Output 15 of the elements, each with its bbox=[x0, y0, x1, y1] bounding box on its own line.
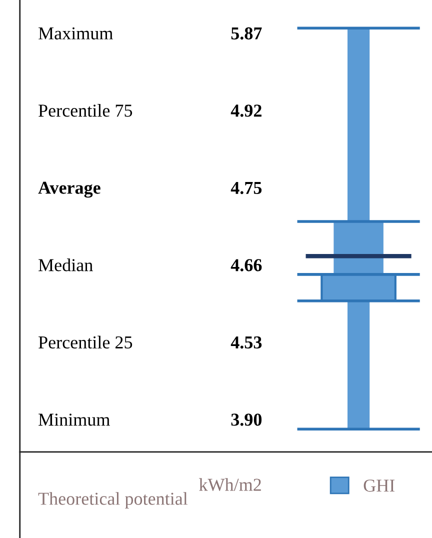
category-label: Maximum bbox=[38, 27, 113, 40]
data-label: 4.75 bbox=[230, 182, 262, 194]
category-label: Median bbox=[38, 258, 93, 272]
text: Theoretical potential bbox=[38, 492, 188, 509]
category-label: Minimum bbox=[38, 414, 110, 426]
category-label: Percentile 25 bbox=[38, 336, 132, 349]
data-label: 4.66 bbox=[230, 259, 262, 272]
data-label: 4.53 bbox=[230, 336, 262, 349]
legend-label: GHI bbox=[364, 480, 395, 492]
data-label: 5.87 bbox=[231, 27, 262, 40]
text: kWh/m2 bbox=[199, 478, 261, 491]
category-label: Average bbox=[38, 182, 100, 198]
data-label: 4.92 bbox=[230, 104, 262, 117]
data-label: 3.90 bbox=[231, 414, 262, 426]
category-label: Percentile 75 bbox=[38, 104, 132, 117]
